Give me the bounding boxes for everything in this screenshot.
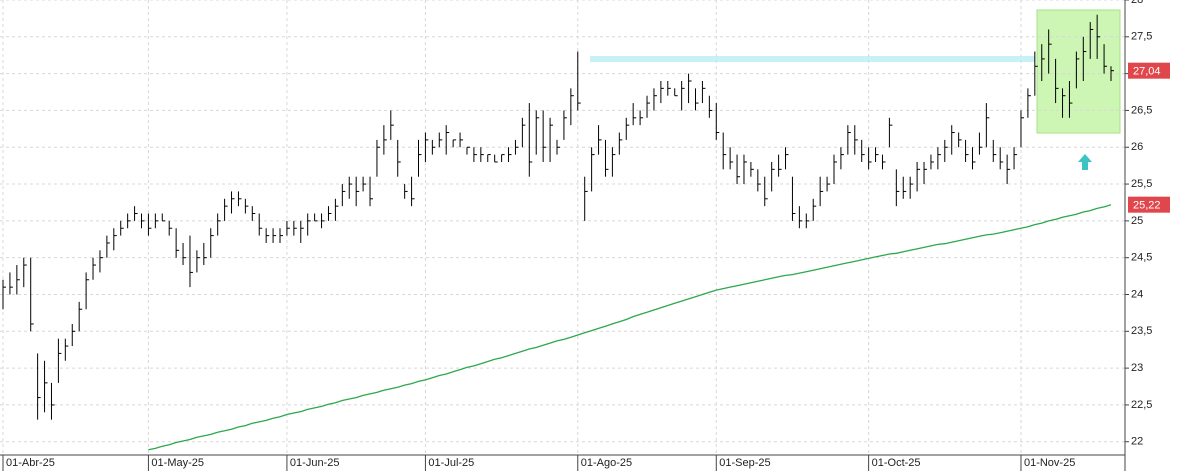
x-tick-label: 01-Ago-25 — [581, 457, 632, 469]
price-tag-label: 25,22 — [1133, 200, 1161, 212]
price-tag — [1128, 62, 1170, 79]
y-tick-label: 25,5 — [1131, 178, 1152, 190]
y-tick-label: 24 — [1131, 288, 1143, 300]
x-tick-label: 01-Jul-25 — [428, 457, 474, 469]
highlight-box — [1036, 9, 1121, 134]
price-tag — [1128, 196, 1170, 213]
moving-average — [148, 204, 1112, 451]
x-tick-label: 01-Sep-25 — [719, 457, 770, 469]
y-tick-label: 25 — [1131, 215, 1143, 227]
resistance-band — [590, 56, 1035, 62]
up-arrow — [1078, 154, 1092, 170]
y-tick-label: 27,5 — [1131, 31, 1152, 43]
x-tick-label: 01-May-25 — [151, 457, 204, 469]
y-tick-label: 26,5 — [1131, 104, 1152, 116]
x-tick-label: 01-Oct-25 — [872, 457, 921, 469]
x-tick-label: 01-Nov-25 — [1024, 457, 1075, 469]
price-tag-label: 27,04 — [1133, 66, 1161, 78]
x-tick-label: 01-Abr-25 — [6, 457, 55, 469]
y-tick-label: 22 — [1131, 436, 1143, 448]
x-tick-label: 01-Jun-25 — [290, 457, 340, 469]
y-tick-label: 22,5 — [1131, 399, 1152, 411]
y-tick-label: 26 — [1131, 141, 1143, 153]
y-tick-label: 23 — [1131, 362, 1143, 374]
y-tick-label: 28 — [1131, 0, 1143, 6]
y-tick-label: 23,5 — [1131, 325, 1152, 337]
y-tick-label: 24,5 — [1131, 252, 1152, 264]
